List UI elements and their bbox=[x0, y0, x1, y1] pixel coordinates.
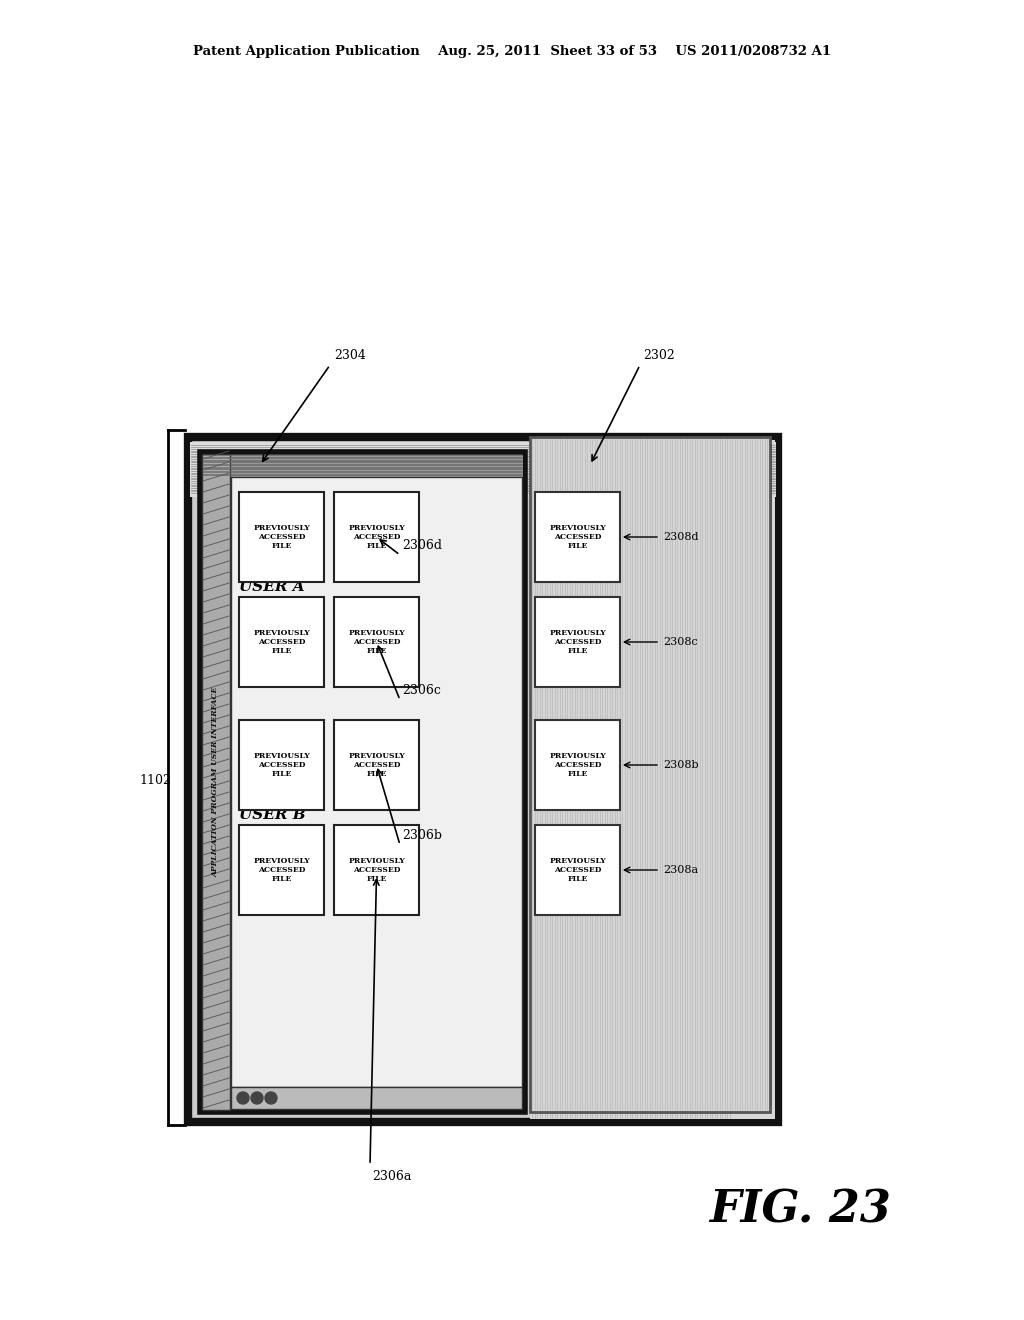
Bar bbox=[566, 453, 770, 1096]
Text: PREVIOUSLY
ACCESSED
FILE: PREVIOUSLY ACCESSED FILE bbox=[348, 857, 404, 883]
Text: PREVIOUSLY
ACCESSED
FILE: PREVIOUSLY ACCESSED FILE bbox=[549, 857, 606, 883]
Text: PREVIOUSLY
ACCESSED
FILE: PREVIOUSLY ACCESSED FILE bbox=[348, 628, 404, 655]
Text: PREVIOUSLY
ACCESSED
FILE: PREVIOUSLY ACCESSED FILE bbox=[549, 752, 606, 779]
Bar bbox=[334, 492, 419, 582]
Bar bbox=[239, 492, 324, 582]
Text: USER B: USER B bbox=[239, 808, 305, 822]
Bar bbox=[535, 597, 620, 686]
Text: PREVIOUSLY
ACCESSED
FILE: PREVIOUSLY ACCESSED FILE bbox=[253, 857, 310, 883]
Bar bbox=[239, 597, 324, 686]
Text: FIG. 23: FIG. 23 bbox=[709, 1188, 891, 1232]
Bar bbox=[188, 437, 778, 1122]
Bar bbox=[530, 440, 775, 1119]
Text: PREVIOUSLY
ACCESSED
FILE: PREVIOUSLY ACCESSED FILE bbox=[348, 752, 404, 779]
Bar bbox=[548, 445, 770, 1104]
Bar bbox=[584, 461, 770, 1088]
Bar bbox=[535, 825, 620, 915]
Text: 2306a: 2306a bbox=[372, 1170, 412, 1183]
Text: 2308a: 2308a bbox=[663, 865, 698, 875]
Text: PREVIOUSLY
ACCESSED
FILE: PREVIOUSLY ACCESSED FILE bbox=[549, 628, 606, 655]
Text: PREVIOUSLY
ACCESSED
FILE: PREVIOUSLY ACCESSED FILE bbox=[348, 524, 404, 550]
Text: PREVIOUSLY
ACCESSED
FILE: PREVIOUSLY ACCESSED FILE bbox=[253, 524, 310, 550]
Circle shape bbox=[237, 1092, 249, 1104]
Text: 1102: 1102 bbox=[139, 774, 171, 787]
Bar bbox=[334, 597, 419, 686]
Circle shape bbox=[265, 1092, 278, 1104]
Text: 2306b: 2306b bbox=[402, 829, 442, 842]
Text: 2308c: 2308c bbox=[663, 638, 697, 647]
Circle shape bbox=[251, 1092, 263, 1104]
Text: Patent Application Publication    Aug. 25, 2011  Sheet 33 of 53    US 2011/02087: Patent Application Publication Aug. 25, … bbox=[193, 45, 831, 58]
Text: APPLICATION PROGRAM USER INTERFACE: APPLICATION PROGRAM USER INTERFACE bbox=[212, 686, 220, 878]
Text: 2306d: 2306d bbox=[402, 539, 442, 552]
Bar bbox=[202, 454, 230, 1110]
Bar bbox=[535, 719, 620, 810]
Text: 2302: 2302 bbox=[643, 348, 675, 362]
Bar bbox=[231, 477, 522, 1086]
Bar bbox=[200, 451, 525, 1111]
Text: 2308b: 2308b bbox=[663, 760, 698, 770]
Text: PREVIOUSLY
ACCESSED
FILE: PREVIOUSLY ACCESSED FILE bbox=[253, 628, 310, 655]
Bar bbox=[530, 437, 770, 1111]
Text: USER A: USER A bbox=[239, 579, 304, 594]
Bar bbox=[202, 455, 523, 477]
Text: 2304: 2304 bbox=[334, 348, 366, 362]
Text: PREVIOUSLY
ACCESSED
FILE: PREVIOUSLY ACCESSED FILE bbox=[549, 524, 606, 550]
Bar bbox=[535, 492, 620, 582]
Bar bbox=[334, 825, 419, 915]
Text: 2308d: 2308d bbox=[663, 532, 698, 543]
Bar bbox=[190, 442, 776, 498]
Bar bbox=[239, 825, 324, 915]
Bar bbox=[239, 719, 324, 810]
Text: PREVIOUSLY
ACCESSED
FILE: PREVIOUSLY ACCESSED FILE bbox=[253, 752, 310, 779]
Bar bbox=[231, 1086, 522, 1109]
Bar bbox=[334, 719, 419, 810]
Text: 2306c: 2306c bbox=[402, 684, 441, 697]
